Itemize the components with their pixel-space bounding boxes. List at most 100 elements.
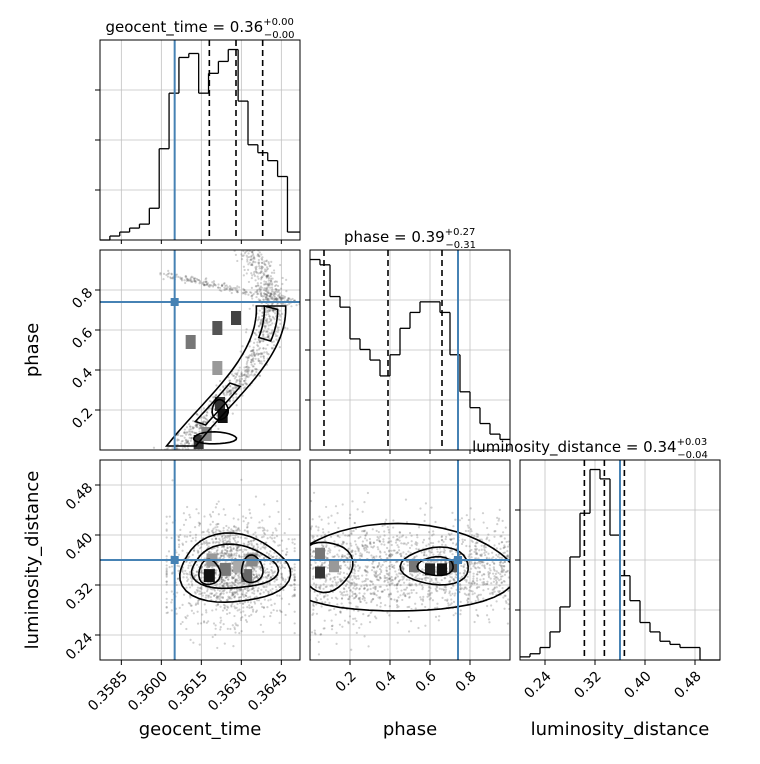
scatter-point (459, 588, 462, 591)
scatter-point (255, 285, 258, 288)
scatter-point (389, 555, 392, 558)
scatter-point (437, 540, 440, 543)
scatter-point (217, 500, 220, 503)
scatter-point (186, 573, 189, 576)
contour-line (190, 543, 280, 590)
scatter-point (324, 601, 327, 604)
scatter-point (229, 546, 232, 549)
scatter-point (330, 596, 334, 600)
scatter-point (262, 347, 265, 350)
scatter-point (353, 572, 356, 575)
scatter-point (273, 280, 276, 284)
scatter-point (181, 603, 184, 606)
scatter-point (182, 593, 186, 596)
scatter-point (226, 612, 229, 616)
scatter-point (266, 303, 270, 306)
scatter-point (358, 566, 362, 569)
scatter-point (202, 620, 206, 623)
scatter-point (279, 567, 283, 570)
scatter-point (438, 582, 441, 585)
scatter-point (507, 603, 510, 606)
scatter-point (250, 544, 254, 547)
scatter-point (258, 374, 261, 377)
scatter-point (232, 529, 235, 533)
scatter-point (323, 619, 326, 622)
scatter-point (170, 598, 174, 601)
scatter-point (226, 550, 229, 553)
scatter-point (278, 313, 282, 316)
scatter-point (286, 303, 289, 307)
scatter-point (171, 521, 174, 524)
scatter-point (423, 553, 426, 557)
scatter-point (181, 570, 184, 573)
scatter-point (244, 369, 247, 372)
scatter-point (330, 514, 333, 517)
scatter-point (312, 602, 315, 605)
scatter-point (377, 537, 380, 540)
scatter-point (237, 596, 241, 599)
scatter-point (226, 606, 230, 609)
scatter-point (332, 576, 335, 579)
density-cell (315, 547, 325, 560)
scatter-point (291, 541, 294, 544)
scatter-point (487, 618, 491, 621)
scatter-point (243, 379, 246, 383)
scatter-point (264, 545, 267, 549)
scatter-point (250, 373, 253, 376)
scatter-point (402, 567, 405, 570)
scatter-point (234, 579, 237, 582)
scatter-point (504, 570, 507, 574)
scatter-point (334, 521, 337, 524)
scatter-point (192, 426, 196, 429)
scatter-point (266, 335, 270, 339)
scatter-point (177, 275, 180, 278)
scatter-point (217, 513, 220, 516)
scatter-point (371, 592, 374, 595)
scatter-point (356, 605, 359, 608)
scatter-point (225, 552, 228, 555)
scatter-point (165, 568, 168, 571)
scatter-point (245, 368, 248, 372)
scatter-point (243, 373, 246, 376)
scatter-point (339, 610, 342, 613)
scatter-point (388, 565, 391, 568)
scatter-point (252, 573, 256, 577)
scatter-point (448, 533, 451, 537)
scatter-point (207, 531, 211, 534)
scatter-point (250, 371, 253, 374)
scatter-point (409, 551, 412, 555)
panel-frame (99, 249, 301, 451)
scatter-point (423, 519, 426, 523)
scatter-point (232, 582, 235, 585)
scatter-point (263, 529, 266, 532)
scatter-point (409, 584, 412, 587)
scatter-point (233, 582, 236, 585)
scatter-point (267, 591, 270, 594)
scatter-point (214, 284, 217, 287)
scatter-point (271, 297, 274, 301)
scatter-point (500, 541, 503, 544)
scatter-point (187, 442, 191, 445)
scatter-point (495, 553, 498, 557)
scatter-point (221, 590, 224, 593)
scatter-point (478, 585, 481, 589)
scatter-point (466, 575, 469, 578)
scatter-point (293, 569, 296, 572)
scatter-point (270, 297, 273, 300)
scatter-point (236, 379, 239, 382)
scatter-point (421, 598, 425, 601)
scatter-point (401, 575, 404, 578)
scatter-point (387, 595, 390, 598)
scatter-point (232, 538, 236, 541)
scatter-point (248, 512, 252, 515)
scatter-point (472, 580, 475, 583)
scatter-point (440, 538, 443, 542)
scatter-point (471, 540, 474, 543)
scatter-point (236, 546, 239, 549)
scatter-point (264, 296, 267, 299)
scatter-point (339, 610, 342, 613)
scatter-point (193, 591, 197, 594)
scatter-point (400, 589, 403, 592)
scatter-point (287, 538, 290, 541)
